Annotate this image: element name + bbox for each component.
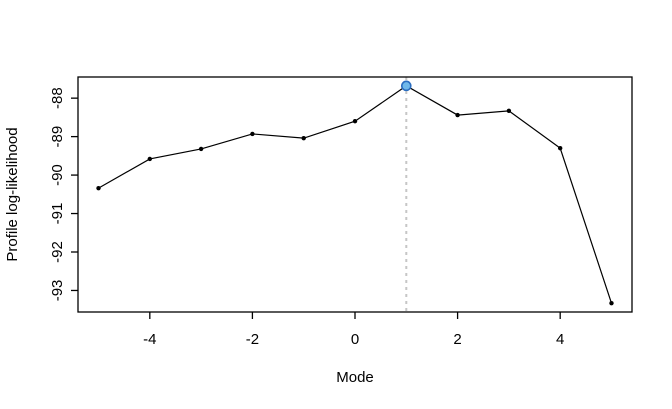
series-layer	[96, 80, 614, 306]
data-point	[506, 108, 512, 114]
y-tick-label: -91	[49, 203, 66, 225]
data-point	[352, 119, 358, 124]
profile-line	[98, 85, 613, 304]
data-point	[250, 131, 255, 137]
x-tick-label: -2	[246, 331, 259, 348]
y-tick-label: -88	[49, 87, 66, 109]
data-point	[301, 135, 306, 141]
data-point	[198, 146, 204, 152]
data-point	[455, 112, 460, 118]
x-tick-label: 4	[556, 331, 564, 348]
data-point	[96, 185, 101, 191]
y-tick-label: -92	[49, 241, 66, 263]
y-tick-label: -89	[49, 126, 66, 148]
x-tick-label: -4	[143, 331, 156, 348]
x-tick-label: 2	[453, 331, 461, 348]
data-point	[609, 300, 614, 306]
plot-frame	[77, 76, 633, 313]
x-tick-label: 0	[351, 331, 359, 348]
frame-layer	[77, 76, 633, 313]
highlighted-max-point	[400, 80, 412, 92]
data-point	[147, 156, 153, 162]
y-tick-label: -93	[49, 280, 66, 302]
y-tick-label: -90	[49, 164, 66, 186]
y-axis-title: Profile log-likelihood	[4, 127, 21, 261]
x-axis-title: Mode	[336, 369, 374, 386]
tick-layer: -93 -92 -91 -90 -89 -88 -4 -2 0 2 4	[49, 87, 564, 348]
data-point	[557, 145, 563, 151]
